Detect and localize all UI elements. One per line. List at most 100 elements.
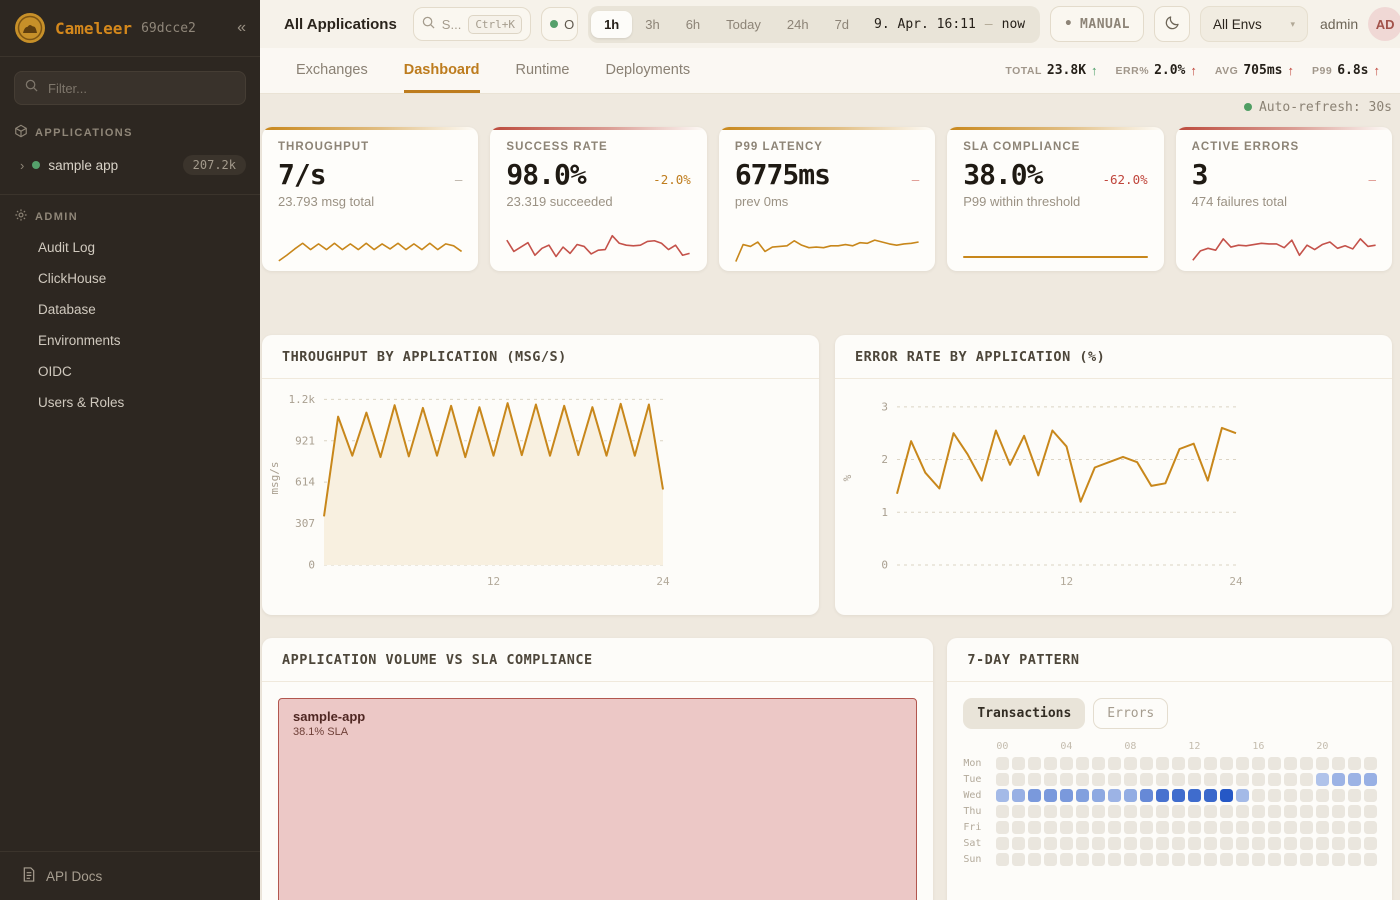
heatmap-cell[interactable]: [1060, 821, 1074, 834]
env-select[interactable]: All Envs ▾: [1200, 6, 1309, 42]
heatmap-cell[interactable]: [1220, 837, 1234, 850]
heatmap-cell[interactable]: [1284, 853, 1298, 866]
heatmap-cell[interactable]: [1172, 789, 1186, 802]
heatmap-cell[interactable]: [1028, 853, 1042, 866]
heatmap-cell[interactable]: [1012, 757, 1026, 770]
heatmap-cell[interactable]: [1108, 837, 1122, 850]
heatmap-cell[interactable]: [1316, 789, 1330, 802]
avatar[interactable]: AD: [1368, 7, 1400, 41]
heatmap-cell[interactable]: [1108, 853, 1122, 866]
heatmap-cell[interactable]: [1172, 773, 1186, 786]
tab-deployments[interactable]: Deployments: [605, 62, 691, 78]
heatmap-cell[interactable]: [1124, 821, 1138, 834]
heatmap-cell[interactable]: [1108, 805, 1122, 818]
time-range-today[interactable]: Today: [713, 11, 774, 38]
sidebar-item-audit-log[interactable]: Audit Log: [38, 240, 96, 255]
heatmap-cell[interactable]: [1028, 773, 1042, 786]
time-range-6h[interactable]: 6h: [673, 11, 713, 38]
heatmap-cell[interactable]: [1364, 757, 1378, 770]
heatmap-cell[interactable]: [1236, 805, 1250, 818]
heatmap-cell[interactable]: [1044, 805, 1058, 818]
heatmap-cell[interactable]: [1140, 821, 1154, 834]
heatmap-cell[interactable]: [1124, 805, 1138, 818]
sidebar-item-users-roles[interactable]: Users & Roles: [38, 395, 125, 410]
heatmap-cell[interactable]: [1172, 853, 1186, 866]
heatmap-cell[interactable]: [1236, 773, 1250, 786]
heatmap-cell[interactable]: [1156, 853, 1170, 866]
heatmap-cell[interactable]: [1076, 789, 1090, 802]
heatmap-cell[interactable]: [1268, 821, 1282, 834]
heatmap-cell[interactable]: [1332, 757, 1346, 770]
heatmap-cell[interactable]: [1316, 773, 1330, 786]
heatmap-cell[interactable]: [996, 821, 1010, 834]
heatmap-cell[interactable]: [1140, 789, 1154, 802]
heatmap-cell[interactable]: [1156, 821, 1170, 834]
heatmap-cell[interactable]: [1044, 773, 1058, 786]
heatmap-cell[interactable]: [1332, 821, 1346, 834]
heatmap-cell[interactable]: [1140, 805, 1154, 818]
heatmap-cell[interactable]: [1108, 821, 1122, 834]
sidebar-item-database[interactable]: Database: [38, 302, 96, 317]
heatmap-cell[interactable]: [1332, 773, 1346, 786]
heatmap-cell[interactable]: [1220, 853, 1234, 866]
heatmap-cell[interactable]: [1300, 821, 1314, 834]
heatmap-cell[interactable]: [1172, 837, 1186, 850]
heatmap-cell[interactable]: [1204, 789, 1218, 802]
time-range-1h[interactable]: 1h: [591, 10, 633, 38]
heatmap-cell[interactable]: [1220, 757, 1234, 770]
heatmap-cell[interactable]: [1236, 757, 1250, 770]
filter-input[interactable]: [46, 79, 235, 97]
heatmap-cell[interactable]: [1172, 757, 1186, 770]
heatmap-cell[interactable]: [1204, 853, 1218, 866]
heatmap-cell[interactable]: [1204, 837, 1218, 850]
time-range-7d[interactable]: 7d: [822, 11, 862, 38]
heatmap-cell[interactable]: [1364, 789, 1378, 802]
heatmap-cell[interactable]: [1156, 773, 1170, 786]
heatmap-cell[interactable]: [1204, 773, 1218, 786]
heatmap-cell[interactable]: [1220, 805, 1234, 818]
manual-refresh-button[interactable]: • MANUAL: [1050, 6, 1145, 42]
heatmap-cell[interactable]: [1236, 821, 1250, 834]
heatmap-cell[interactable]: [1140, 773, 1154, 786]
heatmap-cell[interactable]: [1316, 805, 1330, 818]
heatmap-cell[interactable]: [1044, 853, 1058, 866]
heatmap-cell[interactable]: [1028, 821, 1042, 834]
heatmap-cell[interactable]: [1028, 789, 1042, 802]
heatmap-cell[interactable]: [1348, 773, 1362, 786]
heatmap-cell[interactable]: [1108, 789, 1122, 802]
sidebar-item-oidc[interactable]: OIDC: [38, 364, 72, 379]
heatmap-cell[interactable]: [1172, 805, 1186, 818]
time-range-3h[interactable]: 3h: [632, 11, 672, 38]
heatmap-cell[interactable]: [1252, 805, 1266, 818]
heatmap-cell[interactable]: [1012, 821, 1026, 834]
heatmap-cell[interactable]: [1092, 837, 1106, 850]
heatmap-cell[interactable]: [1268, 837, 1282, 850]
heatmap-cell[interactable]: [1108, 773, 1122, 786]
heatmap-cell[interactable]: [1044, 837, 1058, 850]
heatmap-cell[interactable]: [1364, 837, 1378, 850]
heatmap-cell[interactable]: [1092, 853, 1106, 866]
heatmap-cell[interactable]: [1060, 837, 1074, 850]
heatmap-cell[interactable]: [1060, 773, 1074, 786]
heatmap-cell[interactable]: [1236, 853, 1250, 866]
heatmap-cell[interactable]: [1076, 837, 1090, 850]
heatmap-cell[interactable]: [1348, 853, 1362, 866]
heatmap-cell[interactable]: [1076, 805, 1090, 818]
heatmap-cell[interactable]: [1012, 789, 1026, 802]
heatmap-cell[interactable]: [1156, 757, 1170, 770]
heatmap-cell[interactable]: [1156, 789, 1170, 802]
heatmap-cell[interactable]: [1332, 853, 1346, 866]
heatmap-cell[interactable]: [1060, 789, 1074, 802]
heatmap-cell[interactable]: [996, 853, 1010, 866]
heatmap-cell[interactable]: [1348, 805, 1362, 818]
heatmap-cell[interactable]: [1300, 853, 1314, 866]
sidebar-collapse-button[interactable]: «: [237, 19, 246, 36]
heatmap-cell[interactable]: [996, 805, 1010, 818]
heatmap-cell[interactable]: [1028, 757, 1042, 770]
heatmap-cell[interactable]: [1220, 821, 1234, 834]
heatmap-cell[interactable]: [1124, 757, 1138, 770]
heatmap-cell[interactable]: [1332, 837, 1346, 850]
heatmap-cell[interactable]: [1076, 853, 1090, 866]
sidebar-item-sample-app[interactable]: › sample app 207.2k: [0, 148, 260, 182]
heatmap-cell[interactable]: [1300, 837, 1314, 850]
